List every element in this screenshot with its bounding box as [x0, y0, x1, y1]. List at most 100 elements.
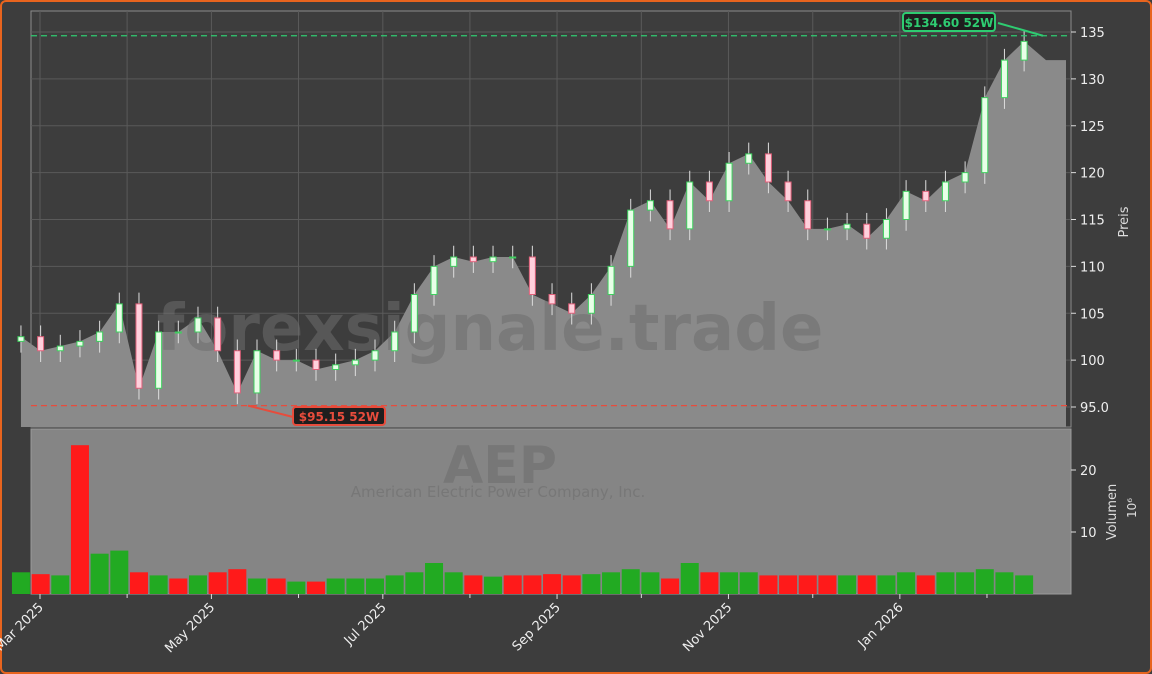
- volume-bar: [11, 572, 30, 594]
- volume-tick-label: 20: [1080, 464, 1097, 479]
- volume-bar: [936, 572, 955, 594]
- volume-panel: [30, 428, 1072, 595]
- y-tick-label: 110: [1080, 260, 1105, 275]
- volume-bar: [897, 572, 916, 594]
- x-tick-label: Nov 2025: [680, 600, 735, 655]
- volume-bar: [543, 574, 562, 594]
- volume-bar: [798, 575, 817, 594]
- volume-bar: [425, 563, 444, 594]
- candle-body: [469, 256, 477, 263]
- volume-bar: [877, 575, 896, 594]
- candle-body: [587, 294, 595, 314]
- candle-body: [430, 265, 438, 295]
- volume-bar: [110, 550, 129, 594]
- x-tick-label: Jan 2026: [855, 600, 907, 652]
- volume-bar: [247, 578, 266, 594]
- volume-bar: [562, 575, 581, 594]
- y-tick-label: 125: [1080, 120, 1105, 135]
- annotation-arrow: [247, 404, 294, 418]
- candle-body: [804, 200, 812, 230]
- volume-bar: [208, 572, 227, 594]
- volume-bar: [995, 572, 1014, 594]
- candle-body: [764, 153, 772, 183]
- price-axis-label: Preis: [1117, 206, 1132, 237]
- y-tick-label: 115: [1080, 214, 1105, 229]
- close-area: [20, 41, 1067, 427]
- candle-body: [981, 97, 989, 174]
- candle-body: [1000, 59, 1008, 99]
- candles: [17, 30, 1028, 405]
- y-tick-label: 100: [1080, 354, 1105, 369]
- volume-bar: [90, 553, 109, 594]
- x-tick-label: May 2025: [162, 600, 218, 656]
- volume-bar: [503, 575, 522, 594]
- candle-body: [568, 303, 576, 314]
- candle-body: [784, 181, 792, 202]
- volume-bar: [661, 578, 680, 594]
- annotation-label: $134.60 52W: [905, 16, 994, 30]
- candle-body: [253, 350, 261, 394]
- candle-body: [627, 209, 635, 267]
- y-tick-label: 135: [1080, 26, 1105, 41]
- volume-bars: [11, 445, 1034, 594]
- candle-body: [882, 219, 890, 239]
- candle-body: [607, 265, 615, 295]
- volume-bar: [739, 572, 758, 594]
- volume-bar: [523, 575, 542, 594]
- candle-body: [843, 223, 851, 230]
- y-tick-label: 120: [1080, 167, 1105, 182]
- candle-body: [1020, 40, 1028, 61]
- volume-bar: [70, 445, 89, 594]
- candle-body: [450, 256, 458, 267]
- watermark-site: forexsignale.trade: [157, 292, 824, 366]
- volume-bar: [385, 575, 404, 594]
- candle-body: [96, 331, 104, 342]
- watermark-company: American Electric Power Company, Inc.: [351, 483, 645, 501]
- candle-body: [351, 359, 359, 366]
- volume-bar: [975, 569, 994, 594]
- candle-body: [646, 200, 654, 211]
- volume-tick-label: 10: [1080, 526, 1097, 541]
- candle-body: [902, 190, 910, 220]
- annotation-box: [292, 406, 386, 426]
- volume-bar: [838, 575, 857, 594]
- volume-bar: [31, 574, 50, 594]
- volume-bar: [818, 575, 837, 594]
- y-tick-label: 130: [1080, 73, 1105, 88]
- candle-body: [292, 359, 300, 362]
- volume-bar: [307, 581, 325, 594]
- annotation-box: [902, 12, 996, 32]
- volume-bar: [680, 563, 699, 594]
- volume-bar: [621, 569, 640, 594]
- volume-bar: [956, 572, 975, 594]
- volume-bar: [129, 572, 148, 594]
- volume-bar: [188, 575, 207, 594]
- candle-body: [371, 350, 379, 361]
- volume-axis-label: Volumen: [1105, 484, 1120, 541]
- volume-bar: [51, 575, 70, 594]
- candle-body: [194, 317, 202, 333]
- candle-body: [863, 223, 871, 239]
- candle-body: [941, 181, 949, 202]
- x-tick-label: Jul 2025: [341, 600, 390, 649]
- annotation-label: $95.15 52W: [299, 410, 379, 424]
- volume-bar: [700, 572, 719, 594]
- volume-bar: [759, 575, 778, 594]
- candle-body: [725, 162, 733, 202]
- candle-body: [37, 336, 45, 352]
- candle-body: [666, 200, 674, 230]
- candle-body: [391, 331, 399, 352]
- volume-bar: [267, 578, 286, 594]
- volume-bar: [326, 578, 345, 594]
- volume-bar: [916, 575, 935, 594]
- volume-bar: [602, 572, 621, 594]
- candle-body: [56, 345, 64, 352]
- y-tick-label: 105: [1080, 307, 1105, 322]
- candle-body: [17, 336, 25, 342]
- candle-body: [509, 256, 517, 259]
- volume-bar: [464, 575, 483, 594]
- volume-bar: [228, 569, 247, 594]
- candle-body: [332, 364, 340, 370]
- volume-bar: [346, 578, 365, 594]
